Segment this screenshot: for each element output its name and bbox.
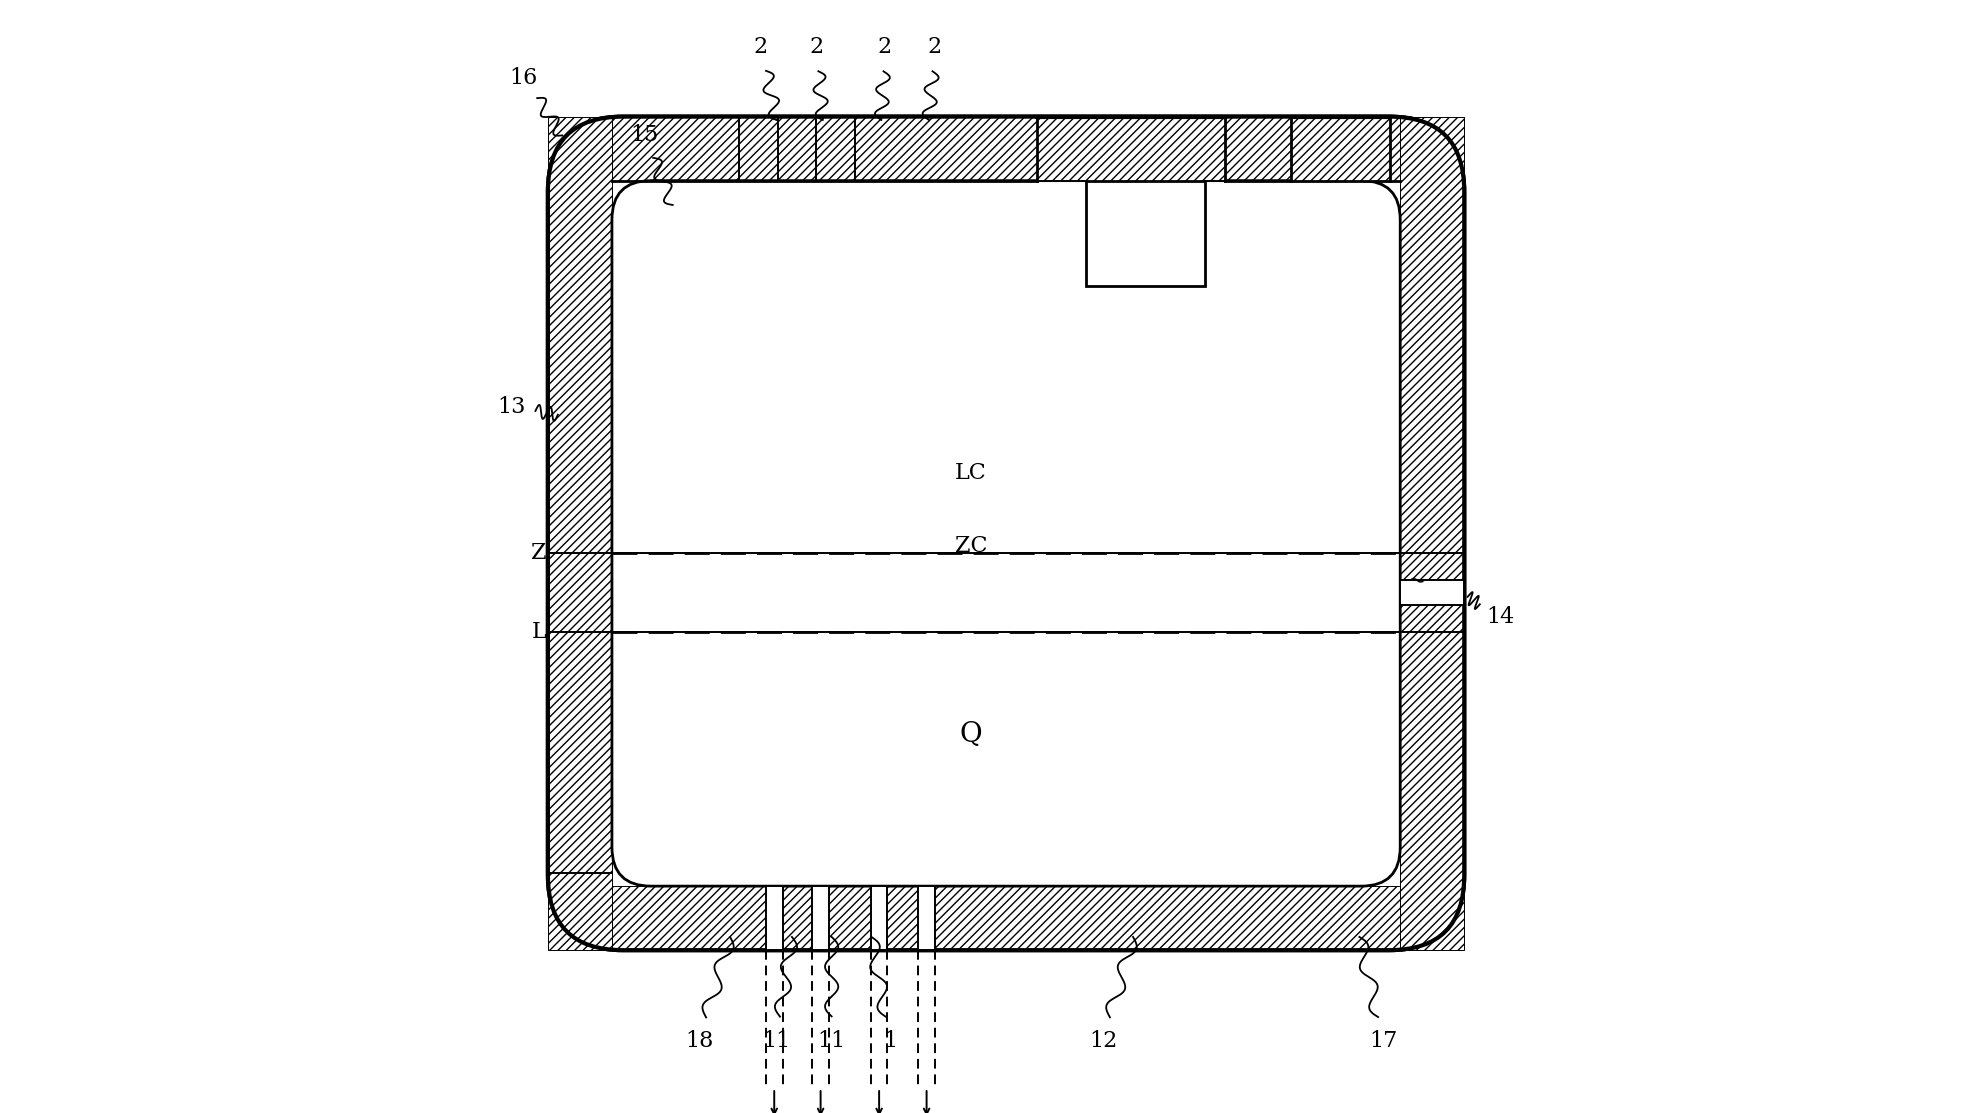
Text: Q: Q [960,721,982,748]
Bar [1399,117,1464,951]
Bar [766,886,783,951]
Text: 13: 13 [498,396,525,418]
Text: 2: 2 [754,36,768,58]
Bar [870,886,888,951]
Text: LC: LC [954,462,986,484]
FancyBboxPatch shape [612,180,1399,886]
Bar [813,886,829,951]
Text: 2: 2 [878,36,892,58]
Text: 11: 11 [762,1030,791,1052]
Bar [612,886,1399,951]
Bar [1086,180,1204,286]
Text: 16: 16 [510,67,537,89]
Text: 12: 12 [1088,1030,1118,1052]
Text: 2: 2 [927,36,941,58]
Text: 17: 17 [1370,1030,1397,1052]
Bar [1399,580,1464,604]
Text: 1: 1 [884,1030,897,1052]
Text: Z: Z [531,542,547,563]
Text: ZC: ZC [954,535,988,558]
Bar [547,117,612,951]
Text: 11: 11 [817,1030,846,1052]
Text: 14: 14 [1486,605,1515,628]
Text: ~: ~ [1405,570,1429,593]
FancyBboxPatch shape [547,117,1464,951]
Bar [919,886,935,951]
Text: L: L [531,621,547,643]
Bar [1037,117,1224,180]
Bar [612,117,1399,180]
Text: 18: 18 [685,1030,712,1052]
Text: 15: 15 [630,125,657,147]
Text: 2: 2 [809,36,823,58]
Bar [1291,117,1389,180]
